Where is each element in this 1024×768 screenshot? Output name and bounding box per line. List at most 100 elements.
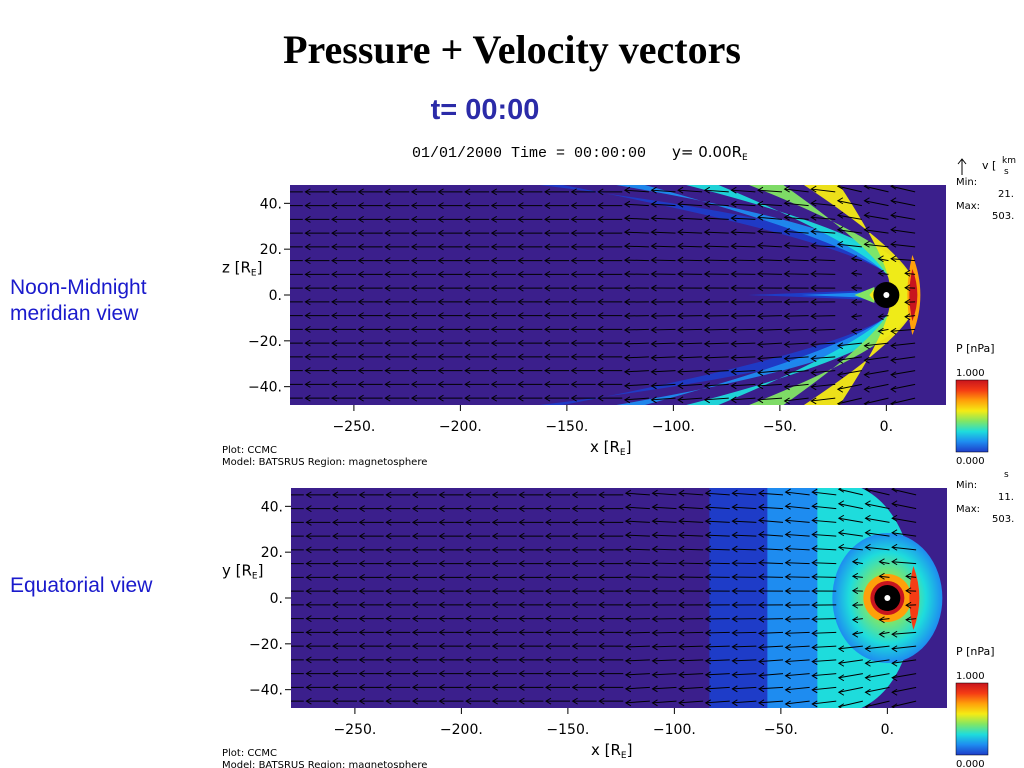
velocity-arrow — [624, 383, 649, 387]
velocity-arrow-head — [731, 503, 738, 511]
velocity-arrow-head — [678, 587, 685, 595]
velocity-arrow — [624, 328, 649, 331]
velocity-arrow-head — [890, 342, 897, 350]
velocity-arrow-head — [570, 394, 577, 402]
x-axis-label: x [RE] — [591, 741, 632, 761]
velocity-arrow — [651, 189, 676, 193]
velocity-arrow — [865, 700, 890, 708]
velocity-arrow-head — [758, 685, 765, 693]
velocity-arrow-head — [836, 356, 844, 364]
velocity-arrow-head — [731, 699, 738, 707]
velocity-arrow — [811, 273, 836, 275]
velocity-arrow-head — [811, 488, 818, 496]
velocity-arrow-head — [438, 546, 445, 554]
velocity-arrow-head — [304, 257, 311, 265]
velocity-arrow — [865, 686, 890, 693]
velocity-arrow — [651, 259, 676, 262]
velocity-arrow-head — [597, 270, 604, 278]
velocity-arrow-head — [385, 615, 392, 623]
velocity-arrow-head — [864, 703, 871, 708]
velocity-arrow-head — [465, 656, 472, 664]
velocity-arrow — [864, 370, 889, 376]
velocity-arrow-head — [545, 532, 552, 540]
velocity-arrow — [705, 686, 730, 690]
velocity-arrow-head — [624, 573, 632, 581]
velocity-arrow — [678, 203, 703, 207]
velocity-arrow-head — [878, 587, 885, 595]
velocity-arrow-head — [650, 298, 657, 306]
velocity-arrow — [812, 548, 837, 551]
velocity-arrow-head — [730, 382, 737, 390]
velocity-arrow — [812, 659, 837, 663]
slide-title: Pressure + Velocity vectors — [283, 27, 741, 72]
velocity-arrow-head — [598, 546, 605, 554]
velocity-arrow-head — [464, 284, 471, 292]
velocity-arrow — [865, 645, 890, 650]
velocity-arrow — [891, 214, 916, 220]
velocity-arrow-head — [304, 339, 311, 347]
velocity-arrow-head — [491, 587, 499, 595]
velocity-arrow-head — [357, 188, 364, 196]
vector-legend: v [kms Min: 21. Max: 503. — [956, 156, 1016, 222]
velocity-arrow-head — [703, 214, 711, 222]
velocity-arrow — [784, 245, 809, 248]
velocity-arrow-head — [597, 188, 604, 196]
velocity-arrow-head — [358, 656, 365, 664]
velocity-arrow-head — [877, 298, 884, 306]
velocity-arrow — [731, 356, 756, 359]
colorbar-max: 1.000 — [956, 368, 985, 379]
velocity-arrow-head — [571, 546, 578, 554]
velocity-arrow-head — [651, 531, 658, 539]
velocity-arrow-head — [544, 312, 551, 320]
velocity-arrow — [651, 342, 676, 345]
velocity-arrow-head — [384, 202, 391, 210]
velocity-arrow-head — [518, 505, 525, 513]
velocity-arrow — [758, 686, 784, 690]
velocity-arrow-head — [757, 326, 764, 334]
velocity-arrow — [837, 214, 862, 220]
velocity-arrow-head — [623, 270, 631, 278]
velocity-arrow — [758, 645, 784, 648]
velocity-arrow-head — [571, 491, 578, 499]
velocity-arrow — [731, 259, 756, 262]
velocity-arrow-head — [784, 629, 791, 637]
velocity-arrow — [785, 631, 810, 634]
velocity-arrow-head — [305, 670, 312, 678]
velocity-arrow — [652, 492, 677, 496]
velocity-arrow-head — [783, 242, 790, 249]
velocity-arrow-head — [731, 671, 738, 679]
velocity-arrow-head — [678, 643, 685, 651]
velocity-arrow-head — [491, 601, 499, 609]
velocity-arrow-head — [545, 642, 552, 650]
velocity-arrow-head — [850, 327, 858, 335]
velocity-arrow-head — [358, 615, 365, 623]
velocity-arrow-head — [305, 642, 312, 650]
velocity-arrow — [757, 259, 783, 262]
velocity-arrow-head — [731, 587, 738, 595]
velocity-arrow-head — [905, 616, 912, 624]
velocity-arrow-head — [757, 341, 764, 348]
velocity-arrow-head — [438, 697, 445, 705]
velocity-arrow — [785, 659, 810, 663]
velocity-arrow-head — [704, 671, 712, 679]
velocity-arrow-head — [851, 572, 859, 580]
velocity-arrow-head — [864, 645, 871, 653]
velocity-arrow — [704, 342, 729, 345]
velocity-arrow-head — [410, 243, 418, 251]
velocity-arrow-head — [331, 312, 338, 320]
velocity-arrow-head — [465, 601, 472, 609]
velocity-arrow-head — [544, 215, 551, 223]
velocity-arrow-head — [490, 312, 498, 320]
velocity-arrow-head — [784, 516, 791, 524]
velocity-arrow — [757, 273, 783, 275]
velocity-arrow-head — [597, 367, 604, 375]
velocity-arrow-head — [864, 659, 871, 667]
velocity-arrow-head — [570, 188, 577, 196]
velocity-arrow-head — [490, 215, 498, 223]
velocity-arrow-head — [597, 257, 604, 265]
velocity-arrow-head — [410, 229, 418, 237]
velocity-arrow-head — [757, 213, 764, 221]
velocity-arrow-head — [357, 229, 364, 237]
velocity-arrow — [758, 506, 784, 510]
